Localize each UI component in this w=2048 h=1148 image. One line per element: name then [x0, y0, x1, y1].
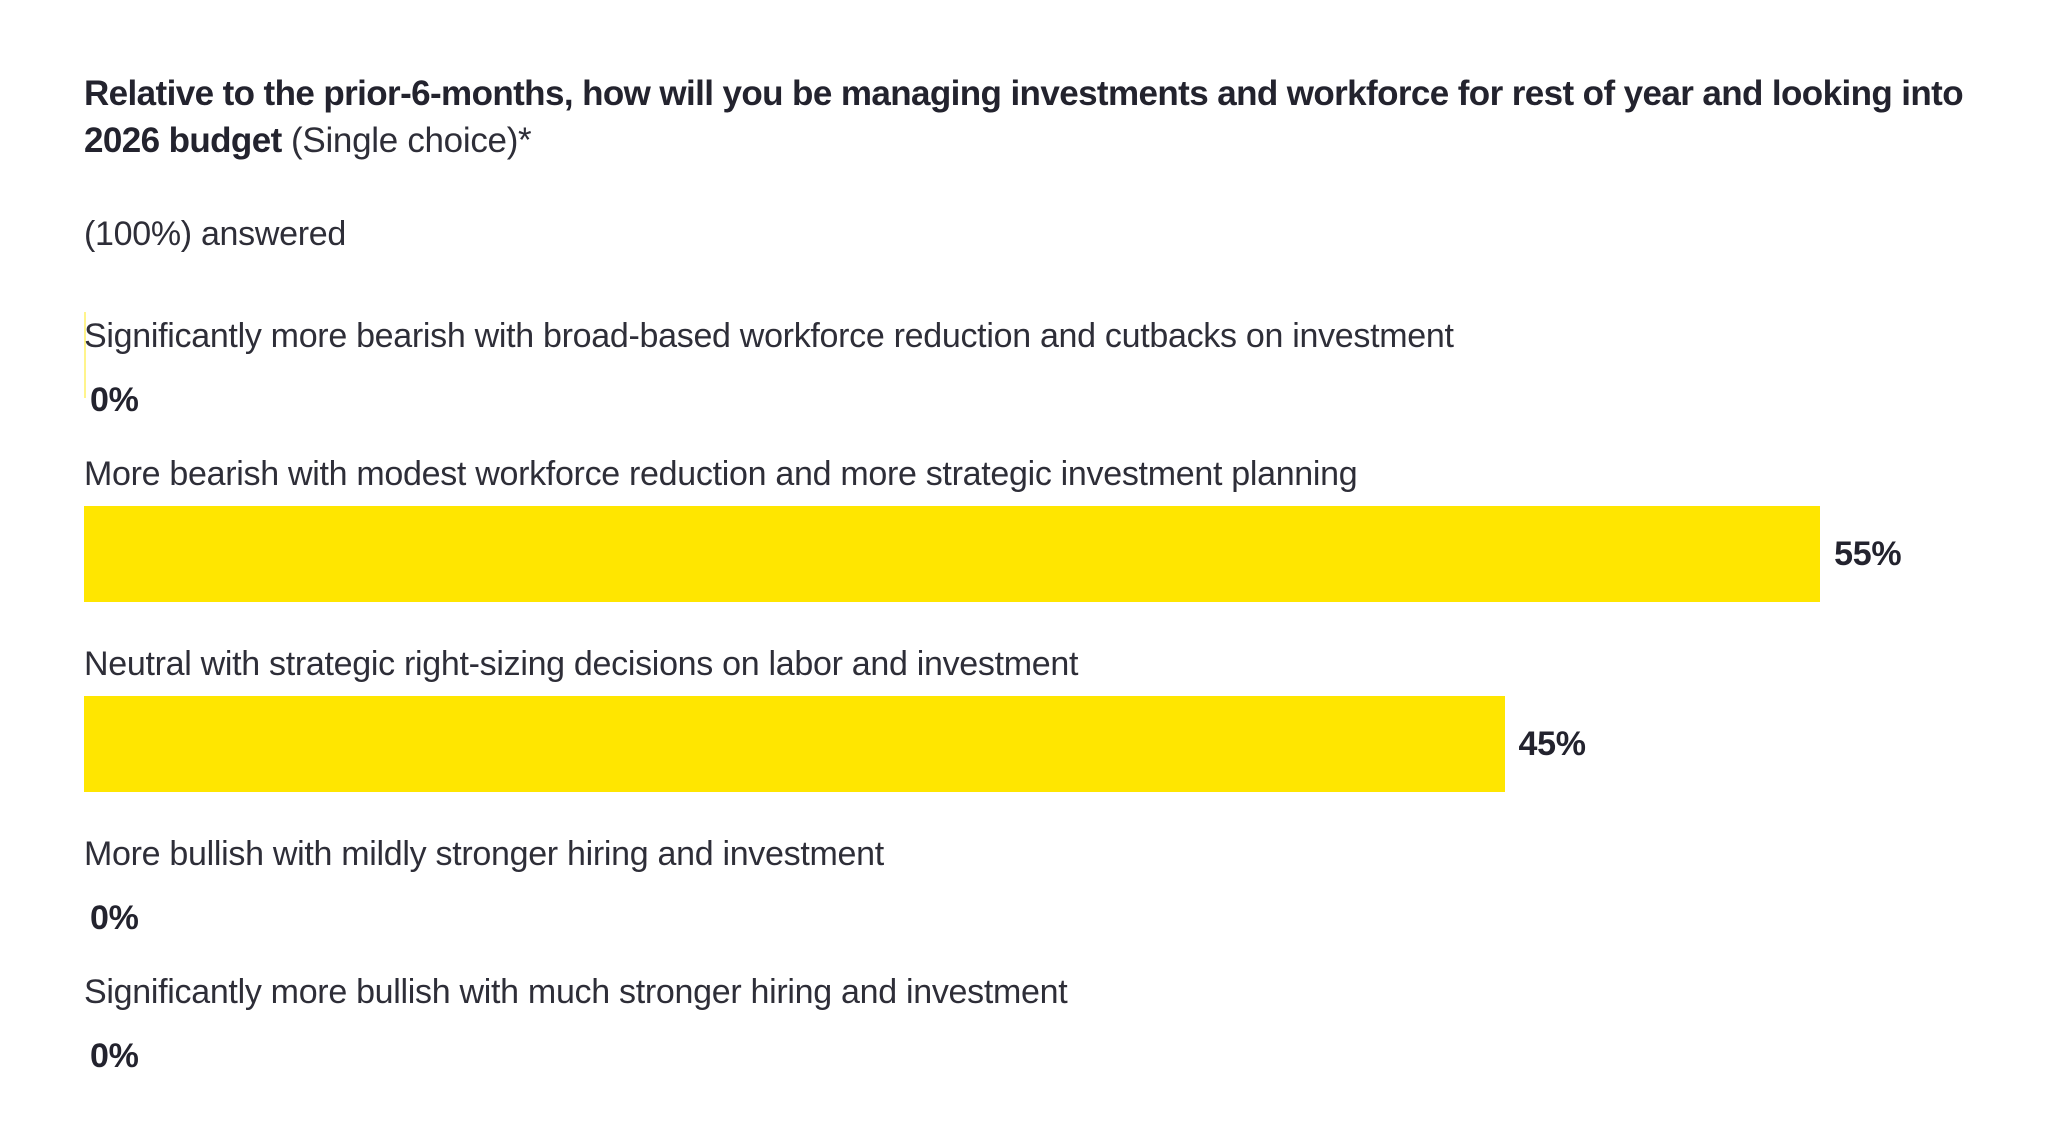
bar-row: 55%: [84, 506, 1978, 602]
answered-count: (100%) answered: [84, 215, 346, 253]
value-label: 45%: [1518, 724, 1586, 763]
bar-chart: Significantly more bearish with broad-ba…: [84, 312, 1978, 1078]
option-label: Neutral with strategic right-sizing deci…: [84, 645, 1079, 683]
bar-row: 0%: [84, 1034, 1978, 1078]
value-label: 0%: [90, 380, 139, 419]
chart-row: Neutral with strategic right-sizing deci…: [84, 642, 1978, 792]
option-label: Significantly more bullish with much str…: [84, 973, 1068, 1011]
value-label: 55%: [1834, 534, 1902, 573]
bar-row: 0%: [84, 378, 1978, 422]
option-label: More bearish with modest workforce reduc…: [84, 455, 1358, 493]
chart-row: Significantly more bearish with broad-ba…: [84, 312, 1978, 422]
question-text: Relative to the prior-6-months, how will…: [84, 74, 1964, 160]
question-title: Relative to the prior-6-months, how will…: [84, 70, 1978, 164]
value-label: 0%: [90, 898, 139, 937]
bar-row: 0%: [84, 896, 1978, 940]
option-label: More bullish with mildly stronger hiring…: [84, 835, 884, 873]
question-type-note: (Single choice)*: [281, 121, 532, 160]
bar: [84, 696, 1505, 792]
value-label: 0%: [90, 1036, 139, 1075]
option-label: Significantly more bearish with broad-ba…: [84, 317, 1454, 355]
bar-row: 45%: [84, 696, 1978, 792]
chart-row: More bearish with modest workforce reduc…: [84, 452, 1978, 602]
chart-row: Significantly more bullish with much str…: [84, 970, 1978, 1078]
bar: [84, 506, 1821, 602]
chart-row: More bullish with mildly stronger hiring…: [84, 832, 1978, 940]
